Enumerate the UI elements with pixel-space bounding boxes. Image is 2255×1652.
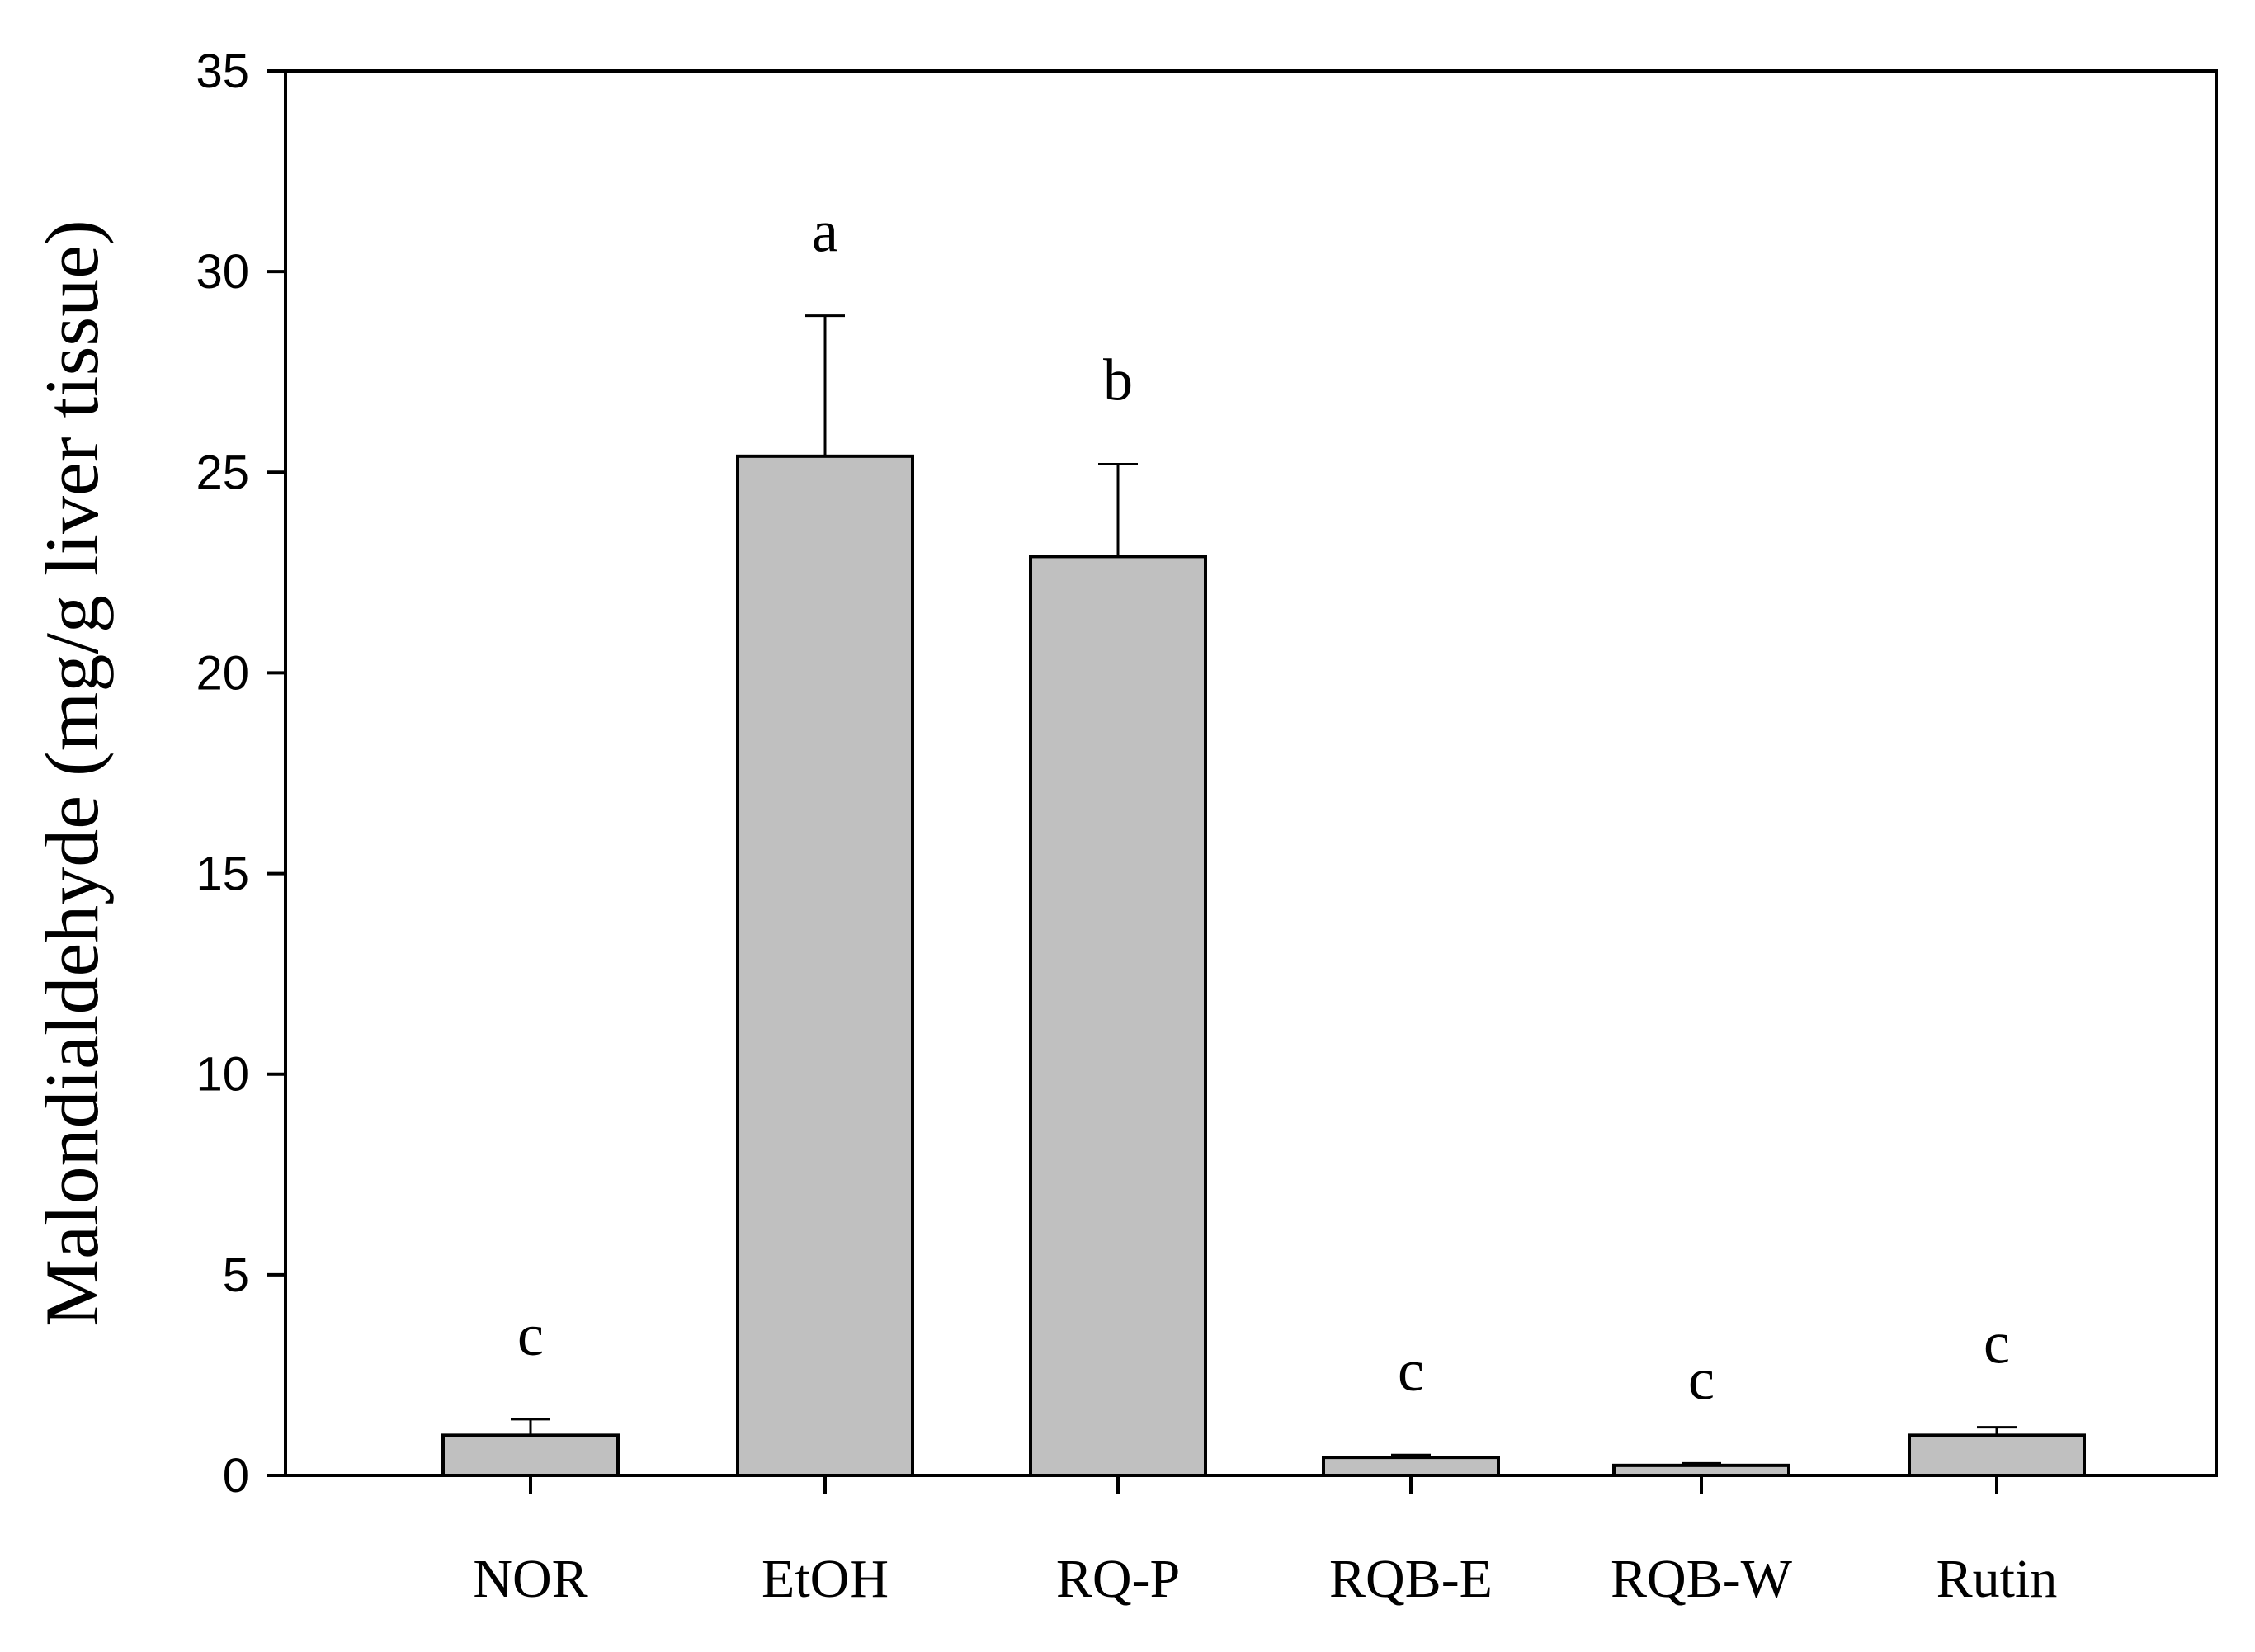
x-tick-label: RQB-W: [1611, 1549, 1793, 1609]
significance-label: c: [1984, 1310, 2010, 1376]
bar: [441, 1433, 620, 1478]
x-tick-label: NOR: [473, 1549, 587, 1609]
y-axis-title: Malondialdehyde (mg/g liver tissue): [30, 219, 114, 1326]
y-tick-label: 30: [196, 245, 249, 299]
y-tick-label: 25: [196, 446, 249, 499]
y-tick-label: 35: [196, 45, 249, 98]
x-tick-label: Rutin: [1937, 1549, 2058, 1609]
y-tick-label: 5: [223, 1248, 249, 1302]
x-tick-label: RQB-E: [1329, 1549, 1493, 1609]
y-tick-label: 15: [196, 847, 249, 901]
bars: c a b c c c: [441, 199, 2086, 1478]
bar: [1908, 1433, 2086, 1478]
significance-label: c: [1688, 1346, 1715, 1412]
bar: [1029, 555, 1207, 1477]
bar: [736, 454, 914, 1478]
significance-label: b: [1103, 347, 1133, 413]
x-tick-label: EtOH: [762, 1549, 889, 1609]
x-tick-label: RQ-P: [1056, 1549, 1180, 1609]
bar: [1612, 1463, 1790, 1478]
bar: [1322, 1456, 1500, 1478]
x-axis: NOR EtOH RQ-P RQB-E RQB-W Rutin: [473, 1475, 2057, 1609]
significance-label: a: [812, 199, 838, 265]
significance-label: c: [517, 1302, 544, 1368]
y-axis: 0 5 10 15 20 25 30 35: [196, 45, 285, 1503]
y-tick-label: 10: [196, 1048, 249, 1102]
y-tick-label: 20: [196, 646, 249, 700]
significance-label: c: [1398, 1338, 1424, 1404]
y-tick-label: 0: [223, 1449, 249, 1503]
plot-frame: [284, 69, 2218, 1477]
